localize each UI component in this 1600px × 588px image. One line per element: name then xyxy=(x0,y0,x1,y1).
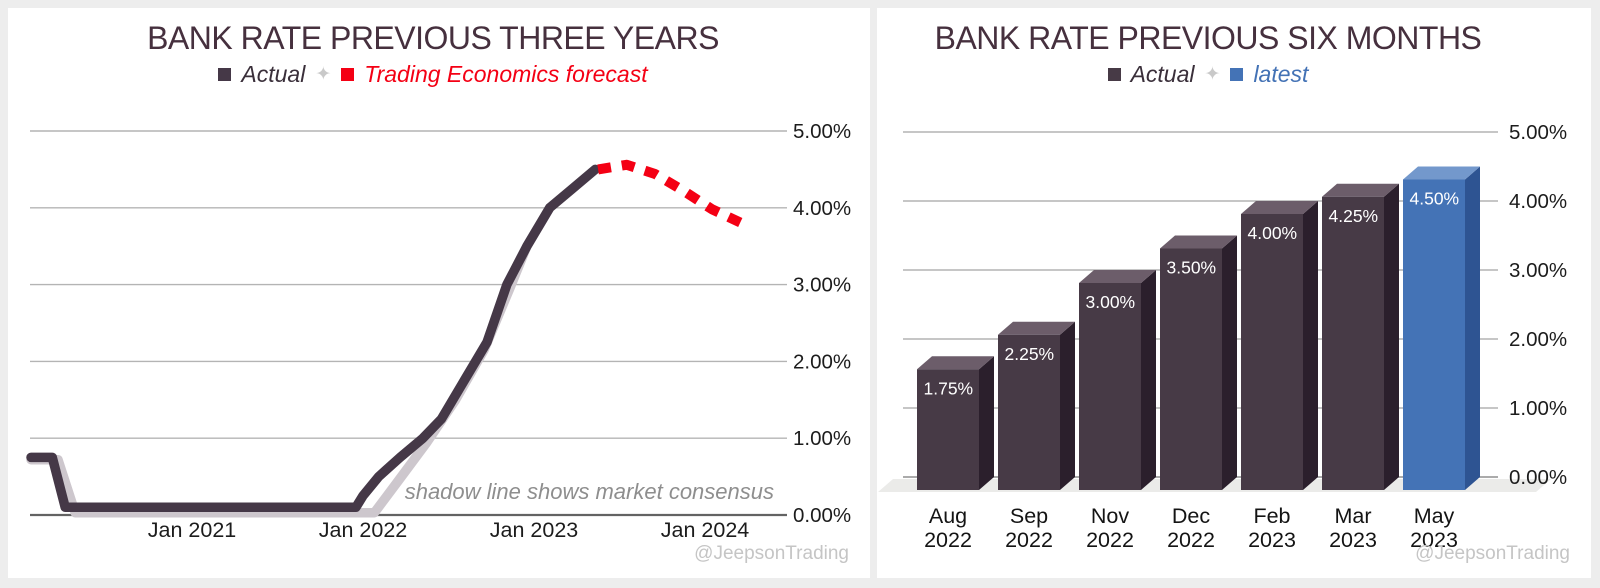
three-years-line-chart: 0.00% 1.00% 2.00% 3.00% 4.00% 5.00% Jan 2021 Ja… xyxy=(26,120,851,542)
y-tick-label: 3.00% xyxy=(793,274,851,297)
diamond-separator-icon: ✦ xyxy=(1204,64,1221,85)
bar-actual: 4.00% xyxy=(1241,201,1318,490)
bar-value-label: 3.50% xyxy=(1167,258,1217,278)
bar-actual: 2.25% xyxy=(998,321,1075,490)
y-tick-label: 3.00% xyxy=(1509,259,1567,282)
latest-bar-label: latest xyxy=(1253,61,1309,87)
bar-actual: 1.75% xyxy=(917,356,994,490)
six-months-bar-chart: 0.00%1.00%2.00%3.00%4.00%5.00%1.75%Aug20… xyxy=(878,121,1567,552)
three-years-chart-title: BANK RATE PREVIOUS THREE YEARS xyxy=(147,20,719,56)
x-category-year: 2022 xyxy=(1167,528,1215,552)
x-category-month: May xyxy=(1414,504,1455,528)
actual-series-label: Actual xyxy=(241,61,306,87)
watermark-right: @JeepsonTrading xyxy=(1415,543,1570,564)
x-category-year: 2023 xyxy=(1248,528,1296,552)
x-category-year: 2023 xyxy=(1410,528,1458,552)
y-tick-label: 4.00% xyxy=(793,197,851,220)
x-category-month: Dec xyxy=(1172,504,1210,528)
x-tick-label: Jan 2023 xyxy=(490,518,579,542)
y-tick-label: 0.00% xyxy=(1509,466,1567,489)
bar-value-label: 3.00% xyxy=(1086,292,1136,312)
forecast-series-swatch xyxy=(341,68,355,81)
bar-latest: 4.50% xyxy=(1403,166,1480,490)
actual-line xyxy=(26,164,601,513)
six-months-legend: Actual ✦ latest xyxy=(877,61,1539,88)
actual-bars-label: Actual xyxy=(1130,61,1195,87)
six-months-chart-panel: 0.00% 1.00% 2.00% 3.00% 4.00% 5.00% 1.75% Aug 20… xyxy=(877,8,1591,578)
x-category-month: Sep xyxy=(1010,504,1048,528)
bar-actual: 4.25% xyxy=(1322,183,1399,490)
forecast-series-label: Trading Economics forecast xyxy=(364,61,648,87)
actual-series-swatch xyxy=(218,68,232,81)
x-category-year: 2022 xyxy=(924,528,972,552)
bar-value-label: 4.50% xyxy=(1410,189,1460,209)
y-tick-label: 5.00% xyxy=(793,120,851,143)
three-years-chart-header: BANK RATE PREVIOUS THREE YEARS Actual ✦ … xyxy=(8,20,870,88)
bar-actual: 3.50% xyxy=(1160,235,1237,490)
bar-value-label: 2.25% xyxy=(1005,344,1055,364)
six-months-chart-header: BANK RATE PREVIOUS SIX MONTHS Actual ✦ l… xyxy=(877,20,1591,88)
shadow-line-annotation: shadow line shows market consensus xyxy=(404,479,774,504)
x-category-month: Mar xyxy=(1334,504,1371,528)
three-years-legend: Actual ✦ Trading Economics forecast xyxy=(8,61,858,88)
bar-value-label: 4.00% xyxy=(1248,223,1298,243)
bar-value-label: 1.75% xyxy=(924,378,974,398)
x-category-year: 2022 xyxy=(1086,528,1134,552)
x-category-year: 2022 xyxy=(1005,528,1053,552)
x-category-month: Nov xyxy=(1091,504,1129,528)
diamond-separator-icon: ✦ xyxy=(315,64,332,85)
x-tick-label: Jan 2022 xyxy=(319,518,407,542)
latest-bar-swatch xyxy=(1230,68,1244,81)
actual-bars-swatch xyxy=(1107,68,1121,81)
three-years-chart-panel: 0.00% 1.00% 2.00% 3.00% 4.00% 5.00% Jan 2021 Ja… xyxy=(8,8,870,578)
y-tick-label: 1.00% xyxy=(793,427,851,450)
forecast-line xyxy=(597,159,748,230)
y-tick-label: 1.00% xyxy=(1509,397,1567,420)
x-category-month: Aug xyxy=(929,504,967,528)
y-tick-label: 2.00% xyxy=(1509,328,1567,351)
x-category-year: 2023 xyxy=(1329,528,1377,552)
x-tick-label: Jan 2024 xyxy=(661,518,750,542)
y-tick-label: 5.00% xyxy=(1509,121,1567,144)
gridlines xyxy=(30,130,787,517)
six-months-chart-title: BANK RATE PREVIOUS SIX MONTHS xyxy=(934,20,1482,56)
y-tick-label: 2.00% xyxy=(793,350,851,373)
bar-value-label: 4.25% xyxy=(1329,206,1379,226)
x-tick-label: Jan 2021 xyxy=(148,518,236,542)
y-tick-label: 4.00% xyxy=(1509,190,1567,213)
watermark-left: @JeepsonTrading xyxy=(694,543,849,564)
bar-actual: 3.00% xyxy=(1079,270,1156,490)
x-category-month: Feb xyxy=(1253,504,1290,528)
y-tick-label: 0.00% xyxy=(793,504,851,527)
